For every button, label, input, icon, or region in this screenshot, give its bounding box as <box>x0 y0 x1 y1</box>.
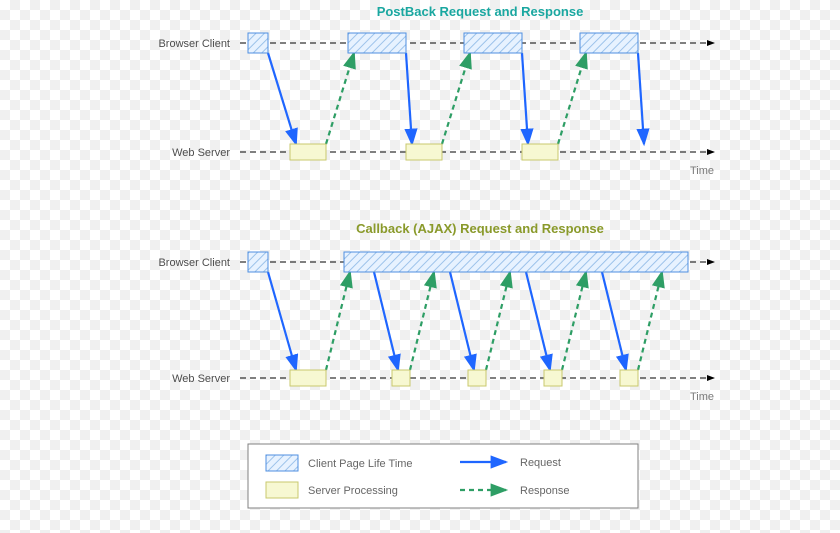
postback-time-label: Time <box>690 165 714 177</box>
callback-client-box-0 <box>248 252 268 272</box>
postback-request-0 <box>268 53 296 144</box>
postback-server-box-2 <box>522 144 558 160</box>
callback-response-4 <box>638 272 662 370</box>
postback-request-3 <box>638 53 644 144</box>
postback-client-box-3 <box>580 33 638 53</box>
callback-server-box-0 <box>290 370 326 386</box>
legend-server-swatch <box>266 482 298 498</box>
diagram-canvas: PostBack Request and Response Browser Cli… <box>0 0 840 533</box>
callback-server-box-3 <box>544 370 562 386</box>
postback-request-2 <box>522 53 528 144</box>
postback-request-1 <box>406 53 412 144</box>
callback-request-3 <box>526 272 550 370</box>
postback-response-1 <box>442 53 470 144</box>
postback-response-2 <box>558 53 586 144</box>
callback-server-box-4 <box>620 370 638 386</box>
postback-client-box-1 <box>348 33 406 53</box>
callback-title: Callback (AJAX) Request and Response <box>356 221 604 236</box>
callback-response-0 <box>326 272 350 370</box>
legend-client-swatch <box>266 455 298 471</box>
legend-request-label: Request <box>520 457 561 469</box>
callback-response-1 <box>410 272 434 370</box>
postback-server-box-1 <box>406 144 442 160</box>
legend-client-label: Client Page Life Time <box>308 458 413 470</box>
callback-server-box-1 <box>392 370 410 386</box>
callback-request-0 <box>268 272 296 370</box>
legend-response-label: Response <box>520 485 570 497</box>
callback-response-2 <box>486 272 510 370</box>
callback-client-label: Browser Client <box>158 257 230 269</box>
postback-server-label: Web Server <box>172 147 230 159</box>
postback-title: PostBack Request and Response <box>377 4 584 19</box>
callback-server-label: Web Server <box>172 373 230 385</box>
callback-time-label: Time <box>690 391 714 403</box>
postback-response-0 <box>326 53 354 144</box>
callback-request-4 <box>602 272 626 370</box>
callback-server-box-2 <box>468 370 486 386</box>
postback-client-label: Browser Client <box>158 38 230 50</box>
postback-client-box-2 <box>464 33 522 53</box>
legend-server-label: Server Processing <box>308 485 398 497</box>
postback-client-box-0 <box>248 33 268 53</box>
legend-box <box>248 444 638 508</box>
postback-server-box-0 <box>290 144 326 160</box>
callback-client-box-1 <box>344 252 688 272</box>
callback-request-1 <box>374 272 398 370</box>
callback-request-2 <box>450 272 474 370</box>
callback-response-3 <box>562 272 586 370</box>
